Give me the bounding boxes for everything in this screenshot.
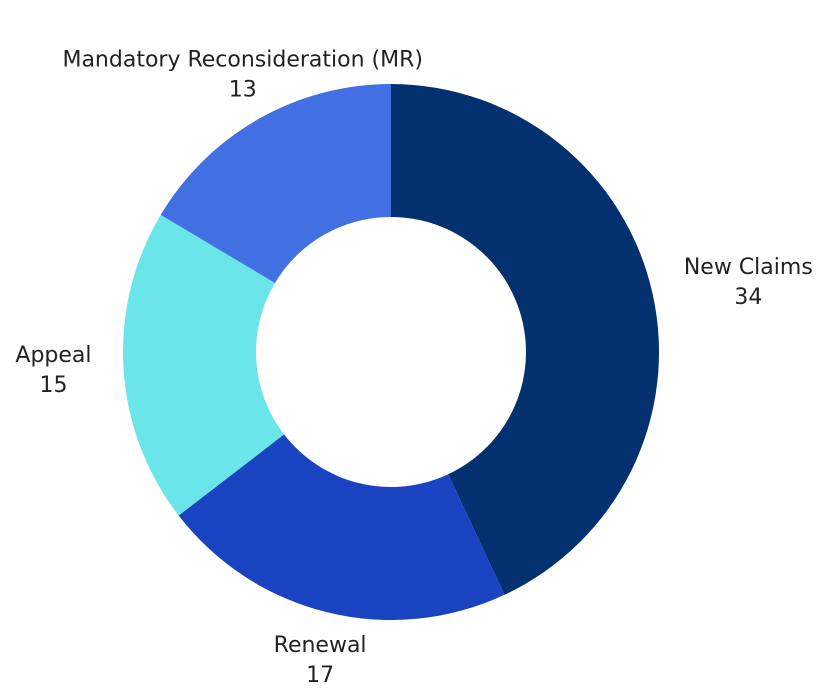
donut-slice <box>160 84 391 283</box>
slice-label: Renewal <box>274 633 367 658</box>
donut-slice <box>391 84 659 595</box>
slice-label: Mandatory Reconsideration (MR) <box>62 48 423 73</box>
slice-label: New Claims <box>684 255 813 280</box>
slice-value: 34 <box>734 285 762 310</box>
slice-label: Appeal <box>15 343 91 368</box>
slice-value: 17 <box>306 663 334 688</box>
donut-slice <box>178 434 505 620</box>
donut-slice <box>123 214 285 516</box>
slice-value: 13 <box>229 78 257 103</box>
slice-value: 15 <box>39 373 67 398</box>
